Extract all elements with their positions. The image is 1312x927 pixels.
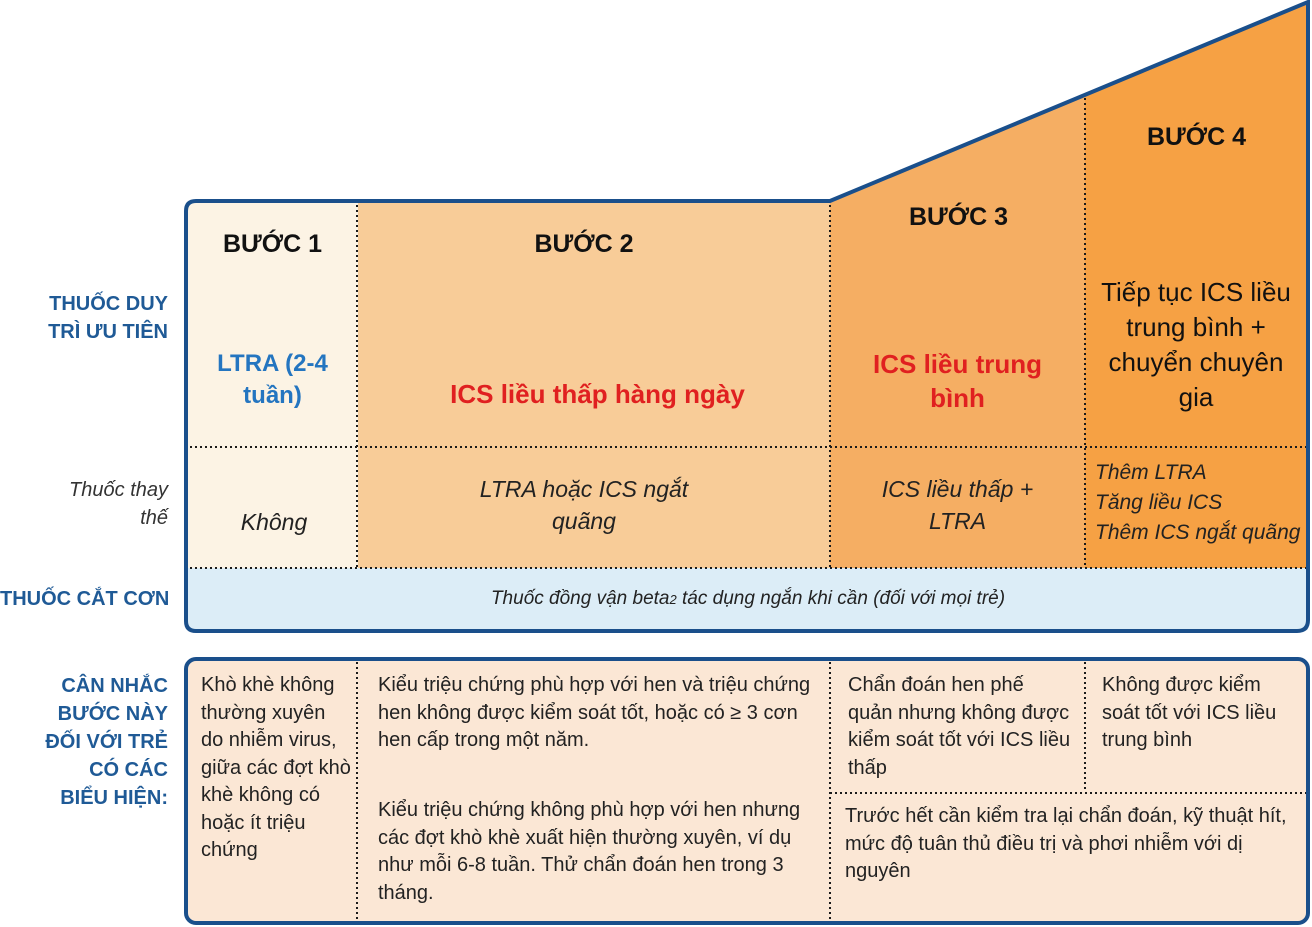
bottom-frame: [184, 657, 1310, 925]
step1-consider: Khò khè không thường xuyên do nhiễm viru…: [201, 674, 351, 861]
step1-alternative: Không: [240, 509, 308, 535]
step2-alternative: LTRA hoặc ICS ngắt quãng: [479, 476, 689, 534]
step3-title: BƯỚC 3: [908, 203, 1009, 231]
alternative-label: Thuốc thay thế: [69, 479, 168, 529]
step3-alternative: ICS liều thấp + LTRA: [881, 476, 1034, 534]
step3-consider: Chẩn đoán hen phế quản nhưng không được …: [848, 674, 1071, 779]
step4-consider: Không được kiểm soát tốt với ICS liều tr…: [1102, 674, 1277, 751]
step4-alternative-list: Thêm LTRA Tăng liều ICS Thêm ICS ngắt qu…: [1095, 458, 1307, 548]
reliever-fill: [188, 568, 1308, 630]
steps-3-4-note: Trước hết cần kiểm tra lại chẩn đoán, kỹ…: [845, 805, 1287, 882]
step2-fill: [358, 203, 830, 568]
consider-label: CÂN NHẮC BƯỚC NÀY ĐỐI VỚI TRẺ CÓ CÁC BIỂ…: [45, 675, 168, 809]
reliever-text-after: tác dụng ngắn khi cần (đối với mọi trẻ): [676, 588, 1006, 609]
reliever-text-before: Thuốc đồng vận beta: [490, 588, 670, 609]
step1-preferred: LTRA (2-4 tuần): [217, 350, 328, 409]
step4-alternative-item: Thêm LTRA: [1095, 461, 1207, 484]
step4-fill: [1085, 2, 1308, 568]
step2-consider-2: Kiểu triệu chứng không phù hợp với hen n…: [378, 799, 801, 904]
step2-title: BƯỚC 2: [534, 230, 634, 258]
top-frame: [184, 0, 1310, 633]
controller-label: THUỐC DUY TRÌ ƯU TIÊN: [48, 293, 168, 343]
step4-alternative-item: Tăng liều ICS: [1095, 491, 1223, 514]
step2-consider-1: Kiểu triệu chứng phù hợp với hen và triệ…: [378, 674, 811, 751]
step1-title: BƯỚC 1: [222, 230, 323, 258]
step3-fill: [830, 96, 1085, 568]
step2-preferred: ICS liều thấp hàng ngày: [450, 379, 745, 409]
step1-fill: [188, 203, 358, 568]
step4-title: BƯỚC 4: [1146, 123, 1247, 151]
step4-preferred: Tiếp tục ICS liều trung bình + chuyển ch…: [1101, 276, 1291, 412]
reliever-text: Thuốc đồng vận beta 2 tác dụng ngắn khi c…: [190, 570, 1306, 628]
reliever-label: THUỐC CẮT CƠN: [0, 588, 170, 610]
step3-preferred: ICS liều trung bình: [873, 349, 1042, 413]
reliever-subscript: 2: [669, 591, 677, 607]
step4-alternative-item: Thêm ICS ngắt quãng: [1095, 521, 1301, 544]
